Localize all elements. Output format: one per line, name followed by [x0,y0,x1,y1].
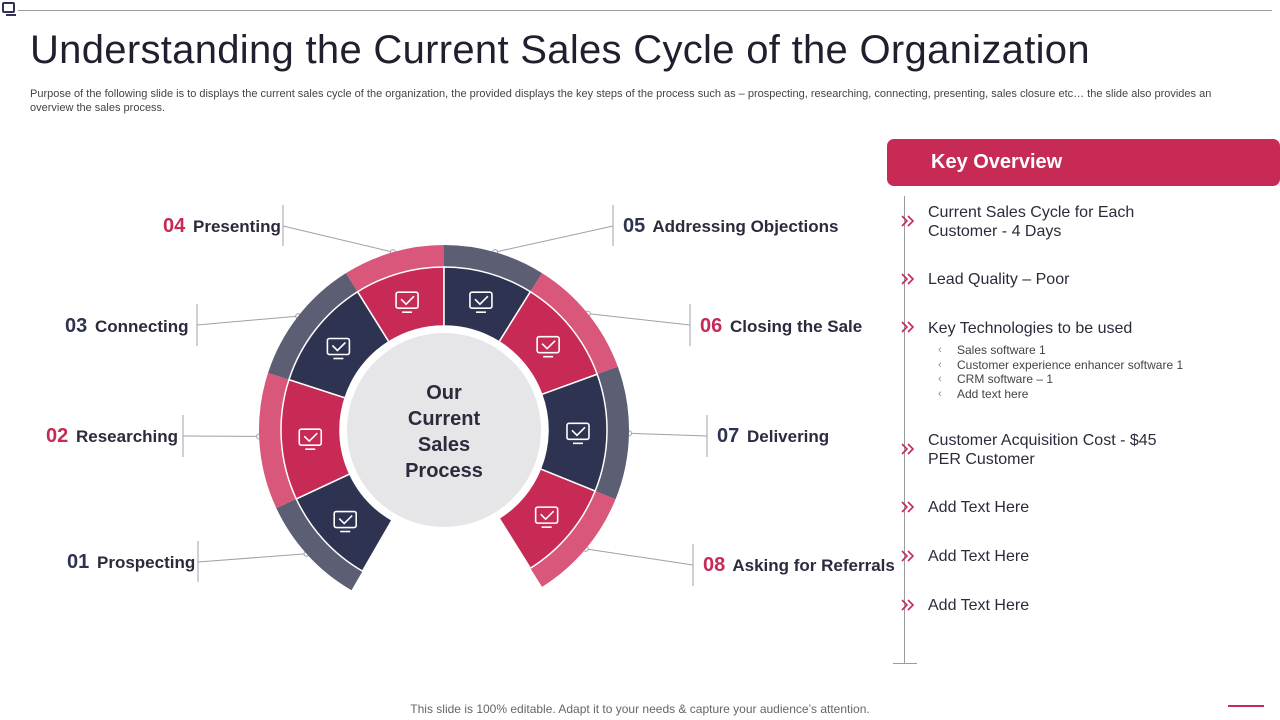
overview-line: Lead Quality – Poor [928,271,1070,288]
overview-line: Key Technologies to be used [928,320,1133,337]
overview-timeline-end [893,663,917,664]
technology-item: Sales software 1 [938,343,1183,358]
footer-note: This slide is 100% editable. Adapt it to… [410,702,870,716]
chevron-right-icon [901,321,915,333]
step-number: 07 [717,425,740,447]
overview-line: Add Text Here [928,548,1030,565]
step-closing-the-sale: 06 Closing the Sale [700,315,862,338]
ring-arc-04 [345,245,444,295]
leader-06 [587,313,691,326]
step-number: 02 [46,425,69,447]
overview-line: Add Text Here [928,597,1030,614]
overview-line: Current Sales Cycle for Each [928,204,1135,221]
ring-arc-06 [528,273,618,376]
step-number: 08 [703,554,726,576]
overview-timeline [904,196,905,664]
step-asking-for-referrals: 08 Asking for Referrals [703,554,895,577]
step-title: Delivering [746,427,830,446]
step-researching: 02 Researching [46,425,178,448]
overview-item-text-3: Add Text Here [928,596,1029,615]
network-icon [566,422,590,445]
step-number: 05 [623,215,646,237]
overview-item-acquisition-cost: Customer Acquisition Cost - $45 PER Cust… [928,431,1157,469]
step-number: 01 [67,551,90,573]
technology-item: CRM software – 1 [938,372,1183,387]
leader-08 [585,548,694,566]
step-number: 06 [700,315,723,337]
report-icon [395,291,419,313]
chevron-right-icon [901,501,915,513]
leader-04 [282,225,394,253]
overview-item-key-technologies: Key Technologies to be used [928,319,1132,338]
agreement-icon [298,428,323,450]
overview-line: PER Customer [928,451,1035,468]
step-number: 04 [163,215,186,237]
chevron-right-icon [901,443,915,455]
ring-arc-03 [268,273,360,381]
chevron-right-icon [901,215,915,227]
step-presenting: 04 Presenting [163,215,281,238]
top-divider [18,10,1272,11]
technology-item: Customer experience enhancer software 1 [938,358,1183,373]
presentation-icon [534,506,559,528]
page-description: Purpose of the following slide is to dis… [30,88,1212,114]
center-label: Our Current Sales Process [374,380,514,484]
step-title: Closing the Sale [729,317,863,336]
step-connecting: 03 Connecting [65,315,188,338]
step-title: Researching [75,427,179,446]
overview-line: Customer - 4 Days [928,223,1062,240]
chevron-right-icon [901,599,915,611]
overview-line: Add Text Here [928,499,1030,516]
step-delivering: 07 Delivering [717,425,829,448]
center-line: Our [426,382,462,404]
analytics-icon [536,335,560,358]
key-overview-header: Key Overview [887,139,1280,186]
center-line: Current [407,408,481,430]
chevron-right-icon [901,273,915,285]
step-number: 03 [65,315,88,337]
technology-item: Add text here [938,387,1183,402]
overview-item-text-1: Add Text Here [928,498,1029,517]
step-title: Asking for Referrals [732,556,895,575]
leader-05 [494,225,614,253]
icons [298,291,590,533]
step-title: Connecting [94,317,189,336]
center-circle [347,333,541,527]
center-line: Sales [417,434,471,456]
step-addressing-objections: 05 Addressing Objections [623,215,838,238]
step-title: Presenting [192,217,281,236]
corner-accent [1228,705,1264,707]
leader-07 [628,432,708,437]
ring-arc-05 [444,245,543,295]
overview-line: Customer Acquisition Cost - $45 [928,432,1157,449]
discussion-icon [469,291,493,313]
overview-item-lead-quality: Lead Quality – Poor [928,270,1069,289]
ring-arc-01 [276,497,364,591]
leader-03 [196,315,299,326]
approved-box-icon [326,337,351,360]
window-icon [2,2,16,16]
chevron-right-icon [901,550,915,562]
step-title: Prospecting [96,553,196,572]
handshake-icon [333,510,358,533]
center-line: Process [405,460,483,482]
step-prospecting: 01 Prospecting [67,551,195,574]
technologies-list: Sales software 1 Customer experience enh… [938,343,1183,401]
overview-item-sales-cycle: Current Sales Cycle for Each Customer - … [928,203,1134,241]
step-title: Addressing Objections [652,217,839,236]
ring-arc-08 [528,489,616,587]
page-title: Understanding the Current Sales Cycle of… [30,28,1090,72]
overview-item-text-2: Add Text Here [928,547,1029,566]
leader-01 [197,553,307,563]
